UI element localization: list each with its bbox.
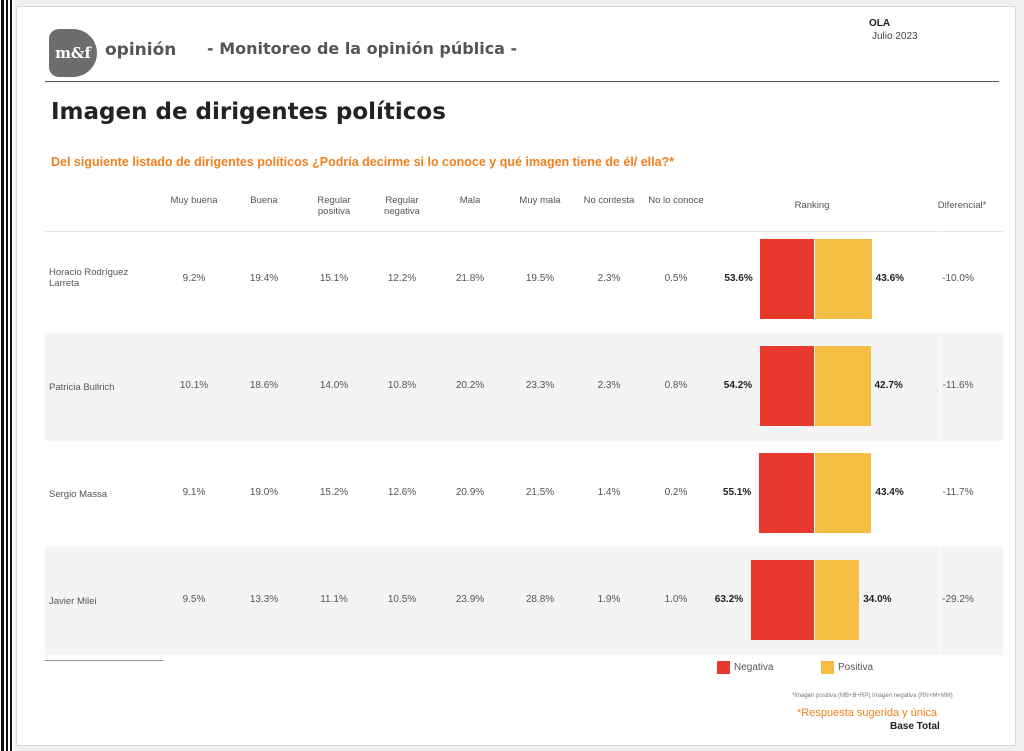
table-cell: 20.2% (455, 380, 485, 391)
legend-swatch-positiva (821, 661, 834, 674)
table-cell: 1.0% (664, 594, 688, 605)
left-margin-stripes (0, 0, 14, 751)
politician-name: Horacio Rodríguez Larreta (49, 267, 129, 289)
column-header: Muy buena (170, 195, 218, 206)
table-cell: 9.5% (182, 594, 206, 605)
table-cell: 15.1% (319, 273, 349, 284)
bar-positiva (815, 453, 872, 533)
table-cell: 14.0% (319, 380, 349, 391)
header-rule (45, 81, 999, 82)
column-header: Mala (459, 195, 481, 206)
table-row: Javier Milei 9.5% 13.3% 11.1% 10.5% 23.9% 28.8… (45, 547, 1003, 655)
table-cell: 9.2% (182, 273, 206, 284)
table-row: Sergio Massa 9.1% 19.0% 15.2% 12.6% 20.9% 21.5… (45, 440, 1003, 548)
legend-label-positiva: Positiva (838, 662, 874, 673)
page-title: Imagen de dirigentes políticos (51, 99, 446, 125)
negativa-label: 54.2% (723, 380, 753, 391)
positiva-label: 42.7% (874, 380, 903, 391)
table-cell: 0.8% (664, 380, 688, 391)
diferencial-value: -11.7% (942, 487, 974, 498)
column-header: No lo conoce (648, 195, 704, 206)
table-cell: 19.4% (249, 273, 279, 284)
table-cell: 21.5% (525, 487, 555, 498)
table-cell: 18.6% (249, 380, 279, 391)
mf-logo: m&f (49, 29, 97, 77)
negativa-label: 55.1% (722, 487, 752, 498)
politician-name: Patricia Bullrich (49, 382, 115, 393)
column-divider (940, 547, 941, 655)
wave-date: Julio 2023 (872, 31, 918, 42)
table-row: Patricia Bullrich 10.1% 18.6% 14.0% 10.8% 20.… (45, 333, 1003, 441)
table-cell: 10.1% (179, 380, 209, 391)
positiva-label: 43.6% (875, 273, 905, 284)
header-subtitle: - Monitoreo de la opinión pública - (207, 39, 518, 58)
base-note: Base Total (890, 721, 940, 732)
bar-negativa (758, 453, 814, 533)
table-cell: 10.8% (387, 380, 417, 391)
column-header: Buena (250, 195, 278, 206)
column-divider (940, 333, 941, 441)
politician-name: Sergio Massa (49, 489, 108, 500)
table-cell: 23.3% (525, 380, 555, 391)
bar-positiva (815, 560, 860, 640)
positiva-label: 34.0% (863, 594, 892, 605)
survey-question: Del siguiente listado de dirigentes polí… (51, 155, 675, 169)
table-cell: 28.8% (525, 594, 555, 605)
column-header: Regular negativa (384, 195, 420, 217)
slide: m&f opinión - Monitoreo de la opinión pú… (16, 6, 1016, 746)
bar-negativa (760, 239, 814, 319)
table-cell: 1.4% (597, 487, 621, 498)
definition-note: *Imagen positiva (MB+B+RP) Imagen negati… (792, 693, 953, 699)
diferencial-value: -10.0% (942, 273, 974, 284)
wave-label: OLA (869, 18, 891, 29)
column-header: No contesta (583, 195, 635, 206)
table-cell: 19.5% (525, 273, 555, 284)
table-cell: 15.2% (319, 487, 349, 498)
header-divider (45, 231, 1003, 232)
legend-label-negativa: Negativa (734, 662, 774, 673)
bar-negativa (750, 560, 814, 640)
table-cell: 0.2% (664, 487, 688, 498)
table-cell: 10.5% (387, 594, 417, 605)
bar-positiva (815, 239, 872, 319)
table-cell: 21.8% (455, 273, 485, 284)
table-cell: 19.0% (249, 487, 279, 498)
table-cell: 2.3% (597, 273, 621, 284)
legend-swatch-negativa (717, 661, 730, 674)
diferencial-value: -11.6% (942, 380, 974, 391)
column-header: Regular positiva (317, 195, 351, 217)
column-header: Muy mala (519, 195, 561, 206)
column-divider (940, 226, 941, 334)
table-cell: 12.2% (387, 273, 417, 284)
table-cell: 0.5% (664, 273, 688, 284)
table-cell: 11.1% (320, 594, 348, 605)
politician-name: Javier Milei (49, 596, 97, 607)
table-cell: 12.6% (387, 487, 417, 498)
table-cell: 20.9% (455, 487, 485, 498)
positiva-label: 43.4% (875, 487, 904, 498)
diferencial-value: -29.2% (942, 594, 974, 605)
bar-positiva (815, 346, 871, 426)
ranking-header: Ranking (794, 200, 830, 211)
diferencial-header: Diferencial* (937, 200, 987, 211)
table-cell: 2.3% (597, 380, 621, 391)
table-cell: 9.1% (182, 487, 206, 498)
table-cell: 23.9% (455, 594, 485, 605)
table-cell: 13.3% (249, 594, 279, 605)
negativa-label: 63.2% (714, 594, 744, 605)
footer-rule (45, 660, 163, 661)
negativa-label: 53.6% (724, 273, 753, 284)
suggested-note: *Respuesta sugerida y única (797, 707, 938, 719)
brand-name: opinión (105, 40, 177, 60)
column-divider (940, 440, 941, 548)
table-cell: 1.9% (597, 594, 621, 605)
table-row: Horacio Rodríguez Larreta 9.2% 19.4% 15.1% 1… (45, 226, 1003, 334)
bar-negativa (759, 346, 814, 426)
